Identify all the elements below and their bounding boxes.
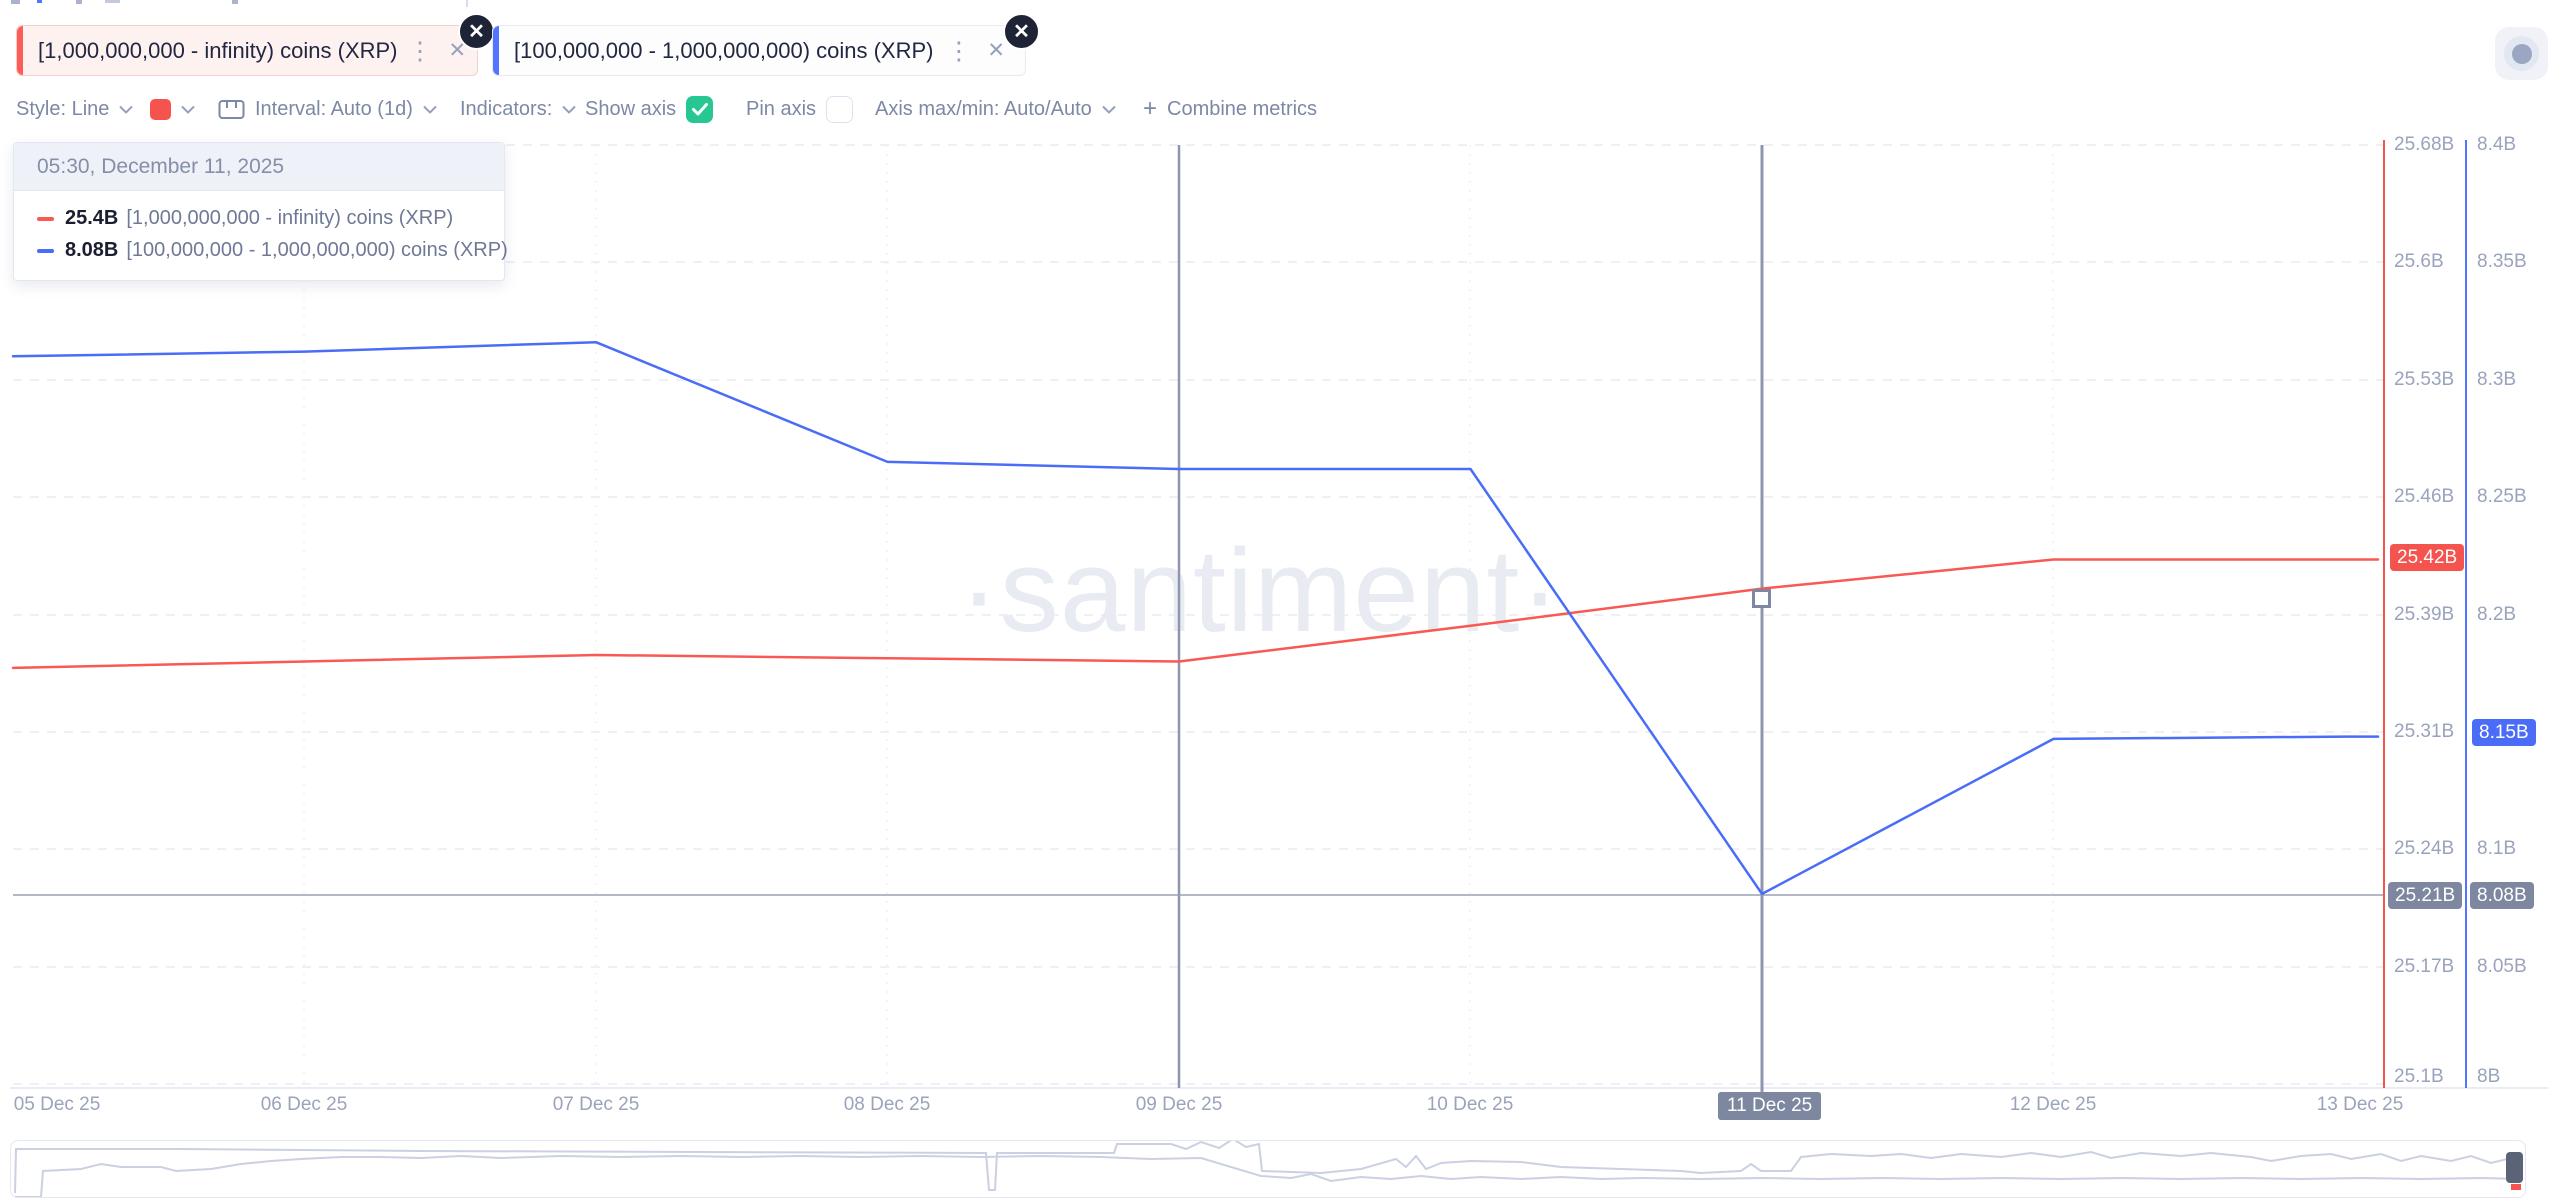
chevron-down-icon	[423, 105, 437, 114]
metric-accent-bar	[17, 26, 23, 75]
x-axis-tick: 09 Dec 25	[1135, 1094, 1223, 1115]
indicators-dropdown[interactable]: Indicators:	[460, 93, 576, 125]
red-axis-tick: 25.6B	[2394, 251, 2444, 272]
chart-tooltip: 05:30, December 11, 2025 25.4B [1,000,00…	[13, 142, 508, 281]
pin-axis-checkbox[interactable]	[826, 95, 854, 123]
x-axis-hover-badge: 11 Dec 25	[1718, 1092, 1822, 1120]
blue-hover-value-badge: 8.08B	[2470, 882, 2534, 909]
blue-series-dash-icon	[37, 248, 54, 253]
indicators-dropdown-label: Indicators:	[460, 97, 553, 120]
show-axis-label: Show axis	[585, 97, 677, 120]
tooltip-timestamp: 05:30, December 11, 2025	[14, 143, 504, 191]
tooltip-label: [1,000,000,000 - infinity) coins (XRP)	[126, 207, 454, 229]
blue-axis-tick: 8.3B	[2477, 369, 2517, 390]
red-axis-tick: 25.53B	[2394, 369, 2455, 390]
blue-current-value-badge: 8.15B	[2472, 719, 2536, 746]
tooltip-row-blue: 8.08B [100,000,000 - 1,000,000,000) coin…	[37, 239, 508, 262]
red-series-dash-icon	[37, 216, 54, 221]
interval-dropdown[interactable]: Interval: Auto (1d)	[218, 93, 437, 125]
metric-close-icon[interactable]: ✕	[448, 39, 467, 62]
record-button[interactable]	[2495, 27, 2548, 80]
tooltip-value: 8.08B	[65, 239, 119, 261]
show-axis-toggle[interactable]: Show axis	[585, 93, 714, 125]
red-axis-tick: 25.17B	[2394, 956, 2455, 977]
red-series-line	[11, 558, 2380, 670]
combine-metrics-button[interactable]: + Combine metrics	[1143, 93, 1317, 125]
vertical-gridlines	[303, 145, 2054, 1084]
navigator-right-handle[interactable]	[2506, 1152, 2523, 1183]
series-color-swatch	[150, 98, 171, 120]
red-axis-tick: 25.1B	[2394, 1066, 2444, 1087]
pin-axis-toggle[interactable]: Pin axis	[746, 93, 854, 125]
show-axis-checkbox[interactable]	[686, 95, 714, 123]
xrp-logo-icon: ✕	[458, 13, 495, 50]
red-axis-tick: 25.24B	[2394, 838, 2455, 859]
metric-tab-red[interactable]: [1,000,000,000 - infinity) coins (XRP) ⋮…	[16, 13, 495, 76]
top-clipped-fragment	[466, 0, 468, 7]
chart-navigator[interactable]	[10, 1137, 2526, 1198]
metric-menu-icon[interactable]: ⋮	[946, 36, 972, 65]
navigator-preview	[14, 1137, 2522, 1198]
xrp-logo-icon: ✕	[1003, 13, 1040, 50]
metric-tab-blue[interactable]: [100,000,000 - 1,000,000,000) coins (XRP…	[492, 13, 1040, 76]
chevron-down-icon	[119, 105, 134, 114]
blue-axis-tick: 8.25B	[2477, 486, 2527, 507]
blue-axis-tick: 8.05B	[2477, 956, 2527, 977]
color-dropdown[interactable]	[150, 93, 195, 125]
chart-toolbar: Style: Line Interval: Auto (1d) Indicato…	[0, 93, 2560, 125]
tooltip-value: 25.4B	[65, 207, 119, 229]
style-dropdown-label: Style: Line	[16, 97, 110, 120]
x-axis-tick: 10 Dec 25	[1426, 1094, 1514, 1115]
metric-close-icon[interactable]: ✕	[987, 39, 1005, 62]
record-icon	[2504, 36, 2539, 71]
check-icon	[691, 102, 708, 115]
metric-accent-bar	[493, 26, 499, 75]
red-axis-tick: 25.39B	[2394, 604, 2455, 625]
top-clipped-fragment	[232, 0, 238, 4]
blue-axis-tick: 8.35B	[2477, 251, 2527, 272]
metric-tab-label: [1,000,000,000 - infinity) coins (XRP)	[38, 37, 398, 63]
horizontal-gridlines	[13, 144, 2384, 1085]
blue-axis-tick: 8.4B	[2477, 134, 2517, 155]
blue-axis-tick: 8B	[2477, 1066, 2501, 1087]
style-dropdown[interactable]: Style: Line	[16, 93, 134, 125]
blue-axis-tick: 8.2B	[2477, 604, 2517, 625]
x-axis-tick: 05 Dec 25	[13, 1094, 101, 1115]
axis-maxmin-dropdown[interactable]: Axis max/min: Auto/Auto	[875, 93, 1116, 125]
axis-maxmin-label: Axis max/min: Auto/Auto	[875, 97, 1092, 120]
x-axis-tick: 12 Dec 25	[2009, 1094, 2097, 1115]
navigator-red-marker	[2511, 1184, 2521, 1190]
chevron-down-icon	[181, 105, 195, 114]
top-clipped-fragment	[37, 0, 42, 3]
chevron-down-icon	[1102, 105, 1116, 114]
x-axis-tick: 08 Dec 25	[843, 1094, 931, 1115]
top-clipped-fragment	[105, 0, 120, 3]
combine-metrics-label: Combine metrics	[1167, 97, 1318, 120]
plus-icon: +	[1143, 95, 1158, 122]
x-axis-tick: 06 Dec 25	[260, 1094, 348, 1115]
chevron-down-icon	[562, 105, 576, 114]
top-clipped-fragment	[11, 0, 20, 4]
blue-axis-tick: 8.1B	[2477, 838, 2517, 859]
metric-tab-label: [100,000,000 - 1,000,000,000) coins (XRP…	[514, 37, 934, 63]
top-clipped-fragment	[76, 0, 82, 4]
red-axis-tick: 25.31B	[2394, 721, 2455, 742]
crosshair-point-marker	[1752, 589, 1771, 608]
x-axis-tick: 13 Dec 25	[2316, 1094, 2404, 1115]
red-current-value-badge: 25.42B	[2390, 544, 2465, 571]
red-hover-value-badge: 25.21B	[2388, 882, 2463, 909]
pin-axis-label: Pin axis	[746, 97, 817, 120]
blue-series-line	[11, 340, 2380, 896]
x-axis-tick: 07 Dec 25	[552, 1094, 640, 1115]
red-axis-tick: 25.68B	[2394, 134, 2455, 155]
tooltip-label: [100,000,000 - 1,000,000,000) coins (XRP…	[126, 239, 508, 261]
interval-dropdown-label: Interval: Auto (1d)	[255, 97, 413, 120]
red-axis-tick: 25.46B	[2394, 486, 2455, 507]
metric-menu-icon[interactable]: ⋮	[407, 36, 433, 65]
interval-ruler-icon	[218, 100, 245, 119]
tooltip-row-red: 25.4B [1,000,000,000 - infinity) coins (…	[37, 207, 504, 230]
